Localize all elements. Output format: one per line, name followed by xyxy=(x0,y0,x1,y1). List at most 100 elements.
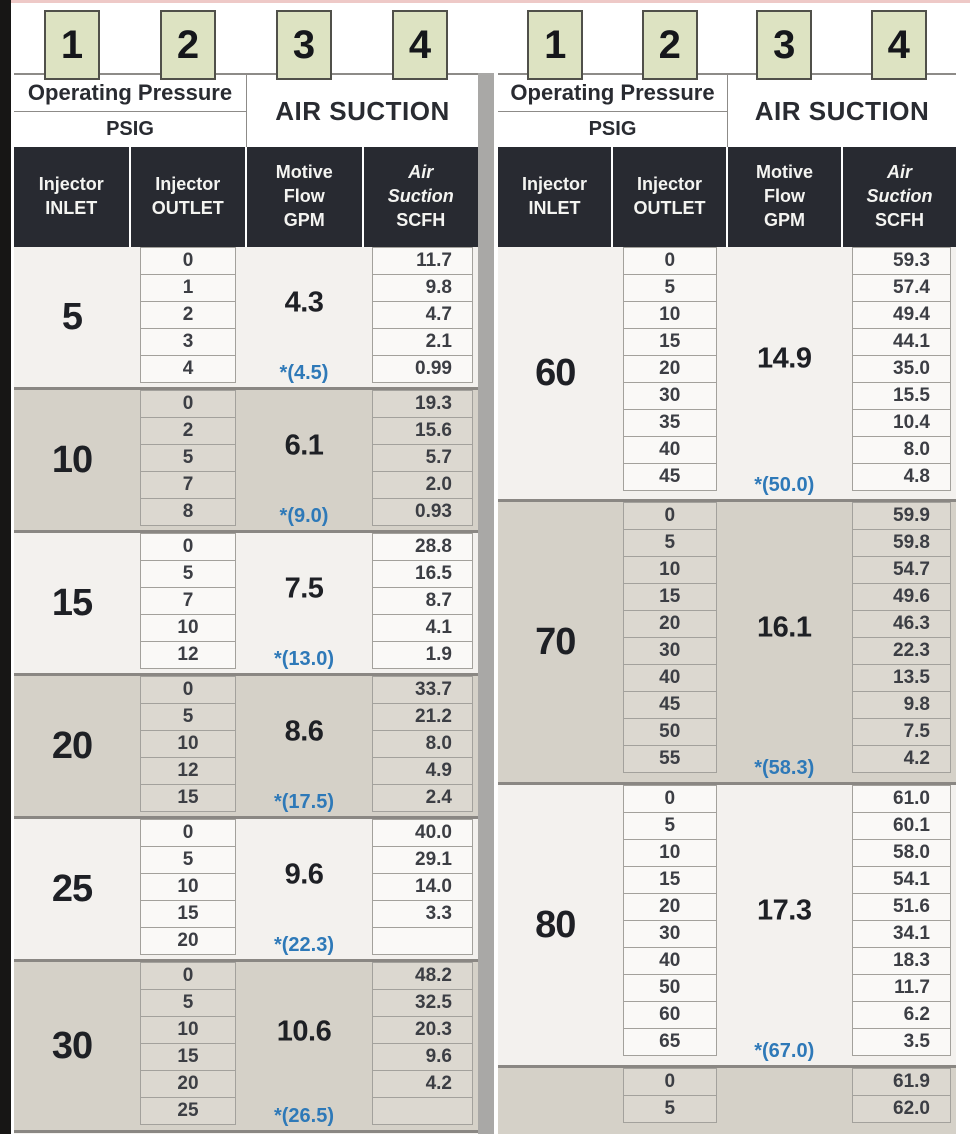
air-suction-scfh-cell: 4.2 xyxy=(851,745,951,773)
air-suction-scfh-cell: 1.9 xyxy=(372,641,473,669)
outlet-pressure-cell: 20 xyxy=(622,610,717,638)
air-suction-scfh-cell: 4.1 xyxy=(372,614,473,642)
psig-label: PSIG xyxy=(588,118,637,140)
pressure-section-60: 60 0 5 10 15 20 30 35 40 45 14.9 *(50.0) 59.3 57.4 49.… xyxy=(498,247,956,499)
air-suction-scfh-cell: 54.1 xyxy=(851,866,951,894)
outlet-pressure-cell: 5 xyxy=(140,846,236,874)
header-line: Air xyxy=(886,162,912,183)
outlet-pressure-cell: 30 xyxy=(622,382,717,410)
pressure-section-5: 5 0 1 2 3 4 4.3 *(4.5) 11.7 9.8 4.7 2.1 0.99 xyxy=(14,247,478,387)
air-suction-scfh-cell: 0.99 xyxy=(372,355,473,383)
air-suction-scfh-cell: 5.7 xyxy=(372,444,473,472)
motive-flow-gpm-value: 7.5 xyxy=(284,572,324,605)
cut-off-next-section xyxy=(14,1130,478,1134)
air-suction-scfh-cell: 59.3 xyxy=(851,247,951,275)
outlet-pressure-column: 0 5 7 10 12 xyxy=(130,533,246,673)
column-badge-4: 4 xyxy=(392,10,448,80)
psig-label: PSIG xyxy=(106,118,154,140)
air-suction-scfh-cell: 2.4 xyxy=(372,784,473,812)
air-suction-scfh-cell: 57.4 xyxy=(851,274,951,302)
inlet-pressure-value: 5 xyxy=(61,295,83,338)
air-suction-scfh-cell: 49.4 xyxy=(851,301,951,329)
air-suction-scfh-cell: 2.0 xyxy=(372,471,473,499)
outlet-pressure-cell: 10 xyxy=(140,873,236,901)
air-suction-column: 48.2 32.5 20.3 9.6 4.2 xyxy=(362,962,478,1130)
outlet-pressure-cell: 10 xyxy=(622,301,717,329)
air-suction-scfh-cell: 2.1 xyxy=(372,328,473,356)
outlet-pressure-cell: 60 xyxy=(622,1001,717,1029)
outlet-pressure-column: 0 5 10 15 20 30 35 40 45 xyxy=(613,247,728,499)
header-line: GPM xyxy=(763,209,805,230)
air-suction-scfh-cell: 8.7 xyxy=(372,587,473,615)
header-line: Injector xyxy=(521,174,587,195)
column-badge-2: 2 xyxy=(641,10,698,80)
header-injector-outlet: Injector OUTLET xyxy=(130,147,245,247)
group-header: Operating Pressure PSIG AIR SUCTION xyxy=(14,73,478,147)
air-suction-scfh-cell: 61.0 xyxy=(851,785,951,813)
air-suction-scfh-cell: 18.3 xyxy=(851,947,951,975)
air-suction-scfh-cell: 10.4 xyxy=(851,409,951,437)
air-suction-column: 19.3 15.6 5.7 2.0 0.93 xyxy=(362,390,478,530)
column-badge-3: 3 xyxy=(756,10,813,80)
pressure-section-10: 10 0 2 5 7 8 6.1 *(9.0) 19.3 15.6 5.7 2.0 0.93 xyxy=(14,387,478,530)
air-suction-scfh-cell: 48.2 xyxy=(372,962,473,990)
air-suction-scfh-cell: 0.93 xyxy=(372,498,473,526)
max-outlet-note: *(67.0) xyxy=(754,1039,815,1062)
max-outlet-note: *(58.3) xyxy=(754,756,815,779)
outlet-pressure-cell: 5 xyxy=(140,989,236,1017)
air-suction-column: 33.7 21.2 8.0 4.9 2.4 xyxy=(362,676,478,816)
outlet-pressure-cell: 5 xyxy=(140,444,236,472)
air-suction-scfh-cell: 59.8 xyxy=(851,529,951,557)
outlet-pressure-cell: 0 xyxy=(622,1068,717,1096)
outlet-pressure-cell: 10 xyxy=(140,1016,236,1044)
inlet-pressure-value: 20 xyxy=(51,724,93,767)
max-outlet-note xyxy=(727,1106,842,1134)
pressure-section-15: 15 0 5 7 10 12 7.5 *(13.0) 28.8 16.5 8.7 4.1 1.9 xyxy=(14,530,478,673)
outlet-pressure-cell: 5 xyxy=(622,812,717,840)
air-suction-scfh-cell: 29.1 xyxy=(372,846,473,874)
header-motive-flow-gpm: Motive Flow GPM xyxy=(247,147,362,247)
air-suction-scfh-cell: 34.1 xyxy=(851,920,951,948)
air-suction-scfh-cell: 33.7 xyxy=(372,676,473,704)
outlet-pressure-cell: 8 xyxy=(140,498,236,526)
outlet-pressure-cell: 25 xyxy=(140,1097,236,1125)
air-suction-scfh-cell: 13.5 xyxy=(851,664,951,692)
motive-flow-gpm-value: 16.1 xyxy=(757,611,812,644)
air-suction-scfh-cell: 49.6 xyxy=(851,583,951,611)
column-badge-1: 1 xyxy=(527,10,584,80)
header-line: Air xyxy=(408,162,434,183)
air-suction-column: 28.8 16.5 8.7 4.1 1.9 xyxy=(362,533,478,673)
outlet-pressure-cell: 5 xyxy=(622,274,717,302)
motive-flow-gpm-value: 9.6 xyxy=(284,858,324,891)
air-suction-scfh-cell: 19.3 xyxy=(372,390,473,418)
header-line: Suction xyxy=(387,186,454,207)
air-suction-scfh-cell: 3.5 xyxy=(851,1028,951,1056)
outlet-pressure-cell: 0 xyxy=(622,247,717,275)
inlet-pressure-value xyxy=(498,1068,613,1134)
outlet-pressure-cell: 15 xyxy=(622,328,717,356)
outlet-pressure-cell: 10 xyxy=(140,614,236,642)
outlet-pressure-cell: 0 xyxy=(140,533,236,561)
motive-flow-gpm-value: 4.3 xyxy=(284,286,324,319)
header-line: Motive xyxy=(275,162,333,183)
outlet-pressure-column: 0 5 10 12 15 xyxy=(130,676,246,816)
air-suction-title: AIR SUCTION xyxy=(246,75,478,147)
motive-flow-gpm-value: 17.3 xyxy=(757,894,812,927)
inlet-pressure-value: 60 xyxy=(535,351,576,394)
header-injector-inlet: Injector INLET xyxy=(498,147,611,247)
air-suction-column: 40.0 29.1 14.0 3.3 xyxy=(362,819,478,959)
outlet-pressure-column: 0 5 10 15 20 30 40 45 50 55 xyxy=(613,502,728,782)
air-suction-column: 59.9 59.8 54.7 49.6 46.3 22.3 13.5 9.8 7.5 4.2 xyxy=(842,502,957,782)
outlet-pressure-column: 0 5 10 15 20 30 40 50 60 65 xyxy=(613,785,728,1065)
air-suction-scfh-cell: 54.7 xyxy=(851,556,951,584)
outlet-pressure-cell: 20 xyxy=(140,927,236,955)
motive-flow-column xyxy=(727,1068,842,1134)
outlet-pressure-cell: 20 xyxy=(622,893,717,921)
air-suction-scfh-cell: 58.0 xyxy=(851,839,951,867)
air-suction-scfh-cell: 4.8 xyxy=(851,463,951,491)
outlet-pressure-cell: 5 xyxy=(622,1095,717,1123)
operating-pressure-title: Operating Pressure xyxy=(14,75,246,112)
outlet-pressure-cell: 30 xyxy=(622,920,717,948)
header-line: OUTLET xyxy=(633,198,706,218)
